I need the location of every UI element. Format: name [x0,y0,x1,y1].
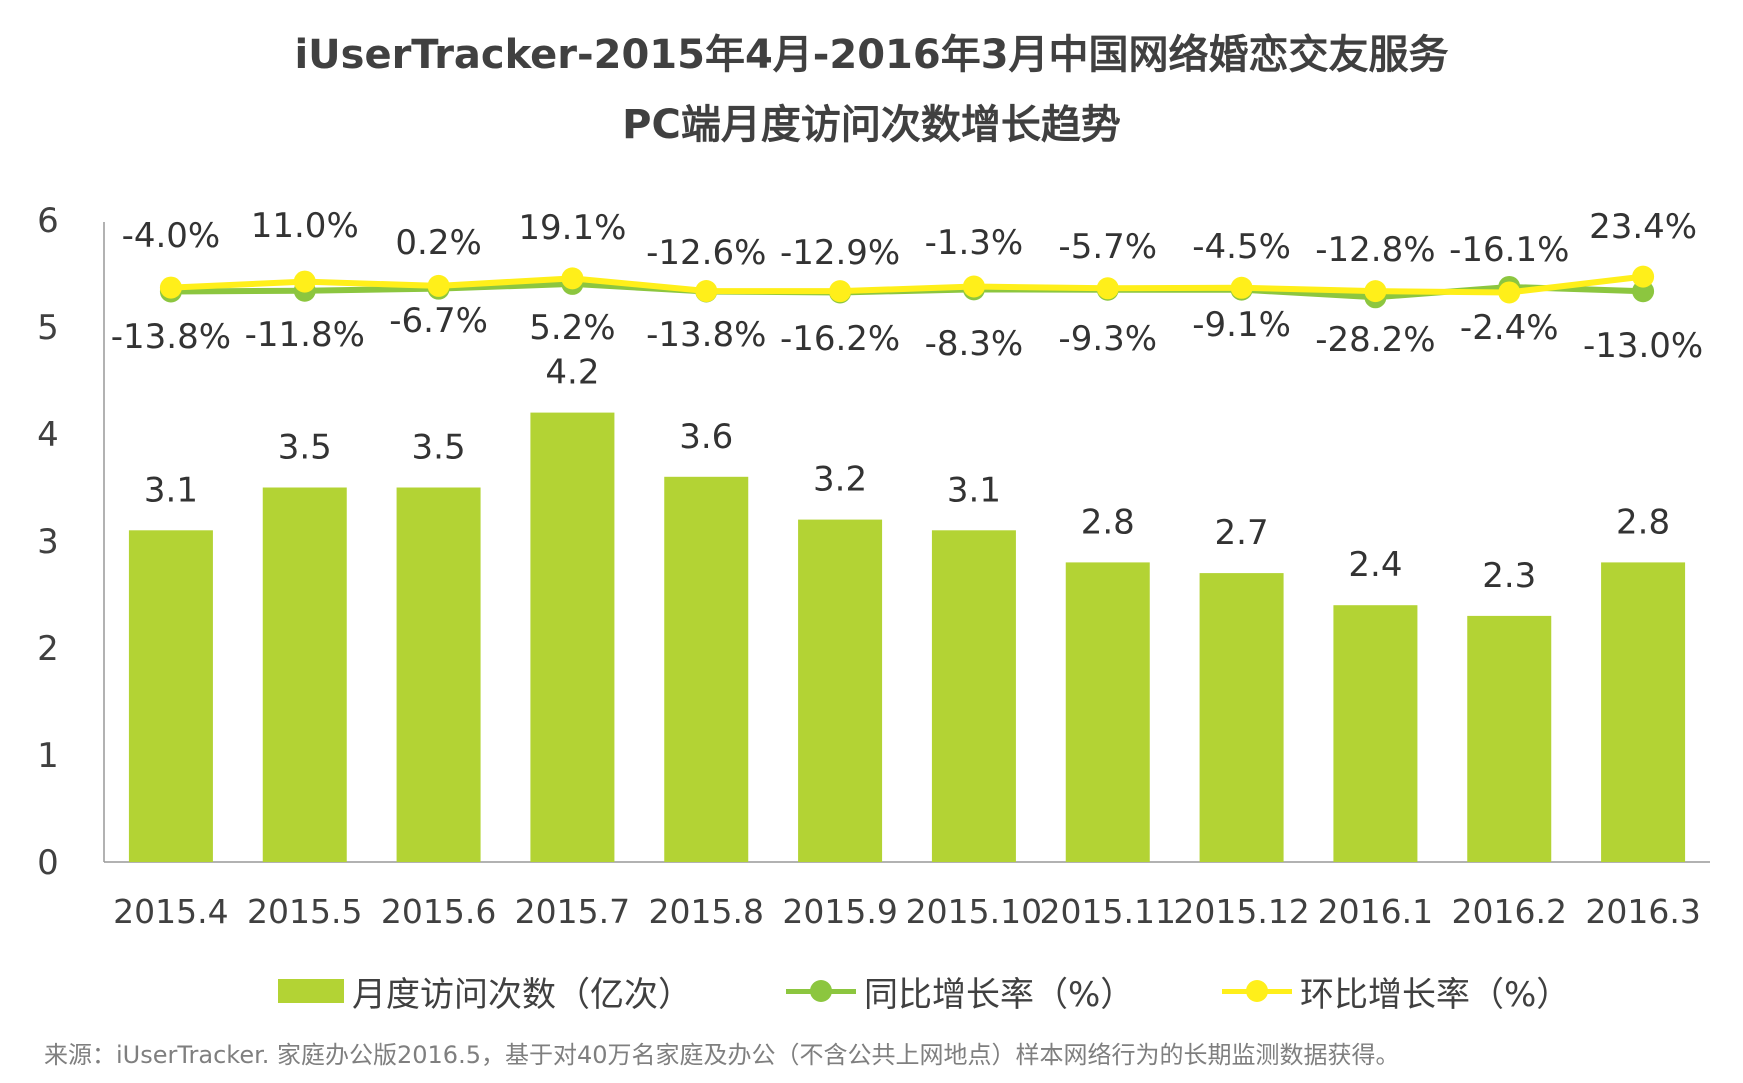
yoy-data-label: -6.7% [389,301,488,341]
mom-data-label: 0.2% [395,223,481,263]
legend-label-mom: 环比增长率（%） [1300,974,1571,1015]
x-tick-label: 2015.4 [113,892,228,931]
x-tick-label: 2015.9 [782,892,897,931]
x-tick-label: 2015.8 [649,892,764,931]
bar [1333,605,1418,862]
bar [396,487,481,862]
bar [128,530,213,862]
y-tick-label: 4 [37,415,59,455]
bar [931,530,1016,862]
legend-mom-swatch [1222,979,1292,1003]
y-tick-label: 0 [37,843,59,883]
bar-value-label: 2.3 [1482,556,1536,596]
mom-data-label: -12.8% [1315,230,1435,270]
bar-value-label: 2.8 [1081,502,1135,542]
mom-point [159,276,182,299]
bar-value-label: 3.1 [144,470,198,510]
mom-line [170,273,1644,296]
yoy-data-label: 5.2% [529,308,615,348]
x-tick-label: 2015.6 [381,892,496,931]
yoy-data-label: -13.8% [111,317,231,357]
mom-point [829,280,852,303]
mom-data-label: -12.6% [646,233,766,273]
x-tick-label: 2016.3 [1585,892,1700,931]
chart-title-line-1: iUserTracker-2015年4月-2016年3月中国网络婚恋交友服务 [294,32,1449,78]
bar-value-label: 3.5 [412,428,466,468]
legend-item-bar: 月度访问次数（亿次） [278,966,692,1016]
yoy-data-label: -2.4% [1460,308,1559,348]
bar-value-label: 3.2 [813,460,867,500]
bar [664,476,749,862]
legend-item-yoy: 同比增长率（%） [786,966,1134,1016]
y-tick-label: 6 [37,201,59,241]
bar-value-label: 4.2 [545,353,599,393]
bar [1065,562,1150,862]
yoy-data-label: -16.2% [780,319,900,359]
yoy-data-label: -11.8% [245,315,365,355]
x-tick-label: 2016.1 [1318,892,1433,931]
bar [1199,573,1284,862]
mom-data-label: 19.1% [518,208,626,248]
x-tick-label: 2015.5 [247,892,362,931]
mom-data-label: -1.3% [925,223,1024,263]
yoy-data-label: -9.1% [1192,305,1291,345]
source-note: 来源：iUserTracker. 家庭办公版2016.5，基于对40万名家庭及办… [44,1041,1400,1069]
yoy-data-label: -9.3% [1058,319,1157,359]
bar [262,487,347,862]
y-tick-label: 3 [37,522,59,562]
bar-value-label: 2.8 [1616,502,1670,542]
mom-point [1364,280,1387,303]
mom-point [561,267,584,290]
mom-point [962,275,985,298]
bar-value-label: 2.7 [1215,513,1269,553]
mom-point [1632,265,1655,288]
legend-label-yoy: 同比增长率（%） [864,974,1135,1015]
mom-point [695,280,718,303]
bar-value-label: 2.4 [1348,545,1402,585]
bar [798,519,883,862]
bar-value-label: 3.1 [947,470,1001,510]
mom-data-label: -5.7% [1058,227,1157,267]
mom-data-label: -12.9% [780,233,900,273]
yoy-data-label: -13.8% [646,315,766,355]
x-tick-label: 2015.11 [1040,892,1176,931]
mom-point [1498,281,1521,304]
mom-data-label: 11.0% [251,206,359,246]
x-tick-label: 2015.12 [1173,892,1309,931]
mom-data-label: 23.4% [1589,207,1697,247]
mom-point [1096,277,1119,300]
chart-title-line-2: PC端月度访问次数增长趋势 [622,102,1121,148]
mom-point [293,270,316,293]
y-tick-label: 1 [37,736,59,776]
x-tick-label: 2016.2 [1452,892,1567,931]
legend-bar-swatch [278,979,344,1003]
legend-item-mom: 环比增长率（%） [1222,966,1570,1016]
legend-label-bar: 月度访问次数（亿次） [352,974,692,1015]
yoy-data-label: -28.2% [1315,320,1435,360]
bar [1467,615,1552,862]
bar-value-label: 3.5 [278,428,332,468]
mom-data-label: -16.1% [1449,230,1569,270]
mom-data-label: -4.0% [122,216,221,256]
yoy-data-label: -13.0% [1583,326,1703,366]
mom-data-label: -4.5% [1192,227,1291,267]
x-tick-label: 2015.7 [515,892,630,931]
mom-point [1230,276,1253,299]
bar [530,412,615,862]
bar [1601,562,1686,862]
bar-value-label: 3.6 [679,417,733,457]
mom-point [427,274,450,297]
chart-legend: 月度访问次数（亿次） 同比增长率（%） 环比增长率（%） [0,966,1743,1016]
x-tick-label: 2015.10 [906,892,1042,931]
legend-yoy-swatch [786,979,856,1003]
y-tick-label: 2 [37,629,59,669]
y-tick-label: 5 [37,308,59,348]
yoy-data-label: -8.3% [925,324,1024,364]
